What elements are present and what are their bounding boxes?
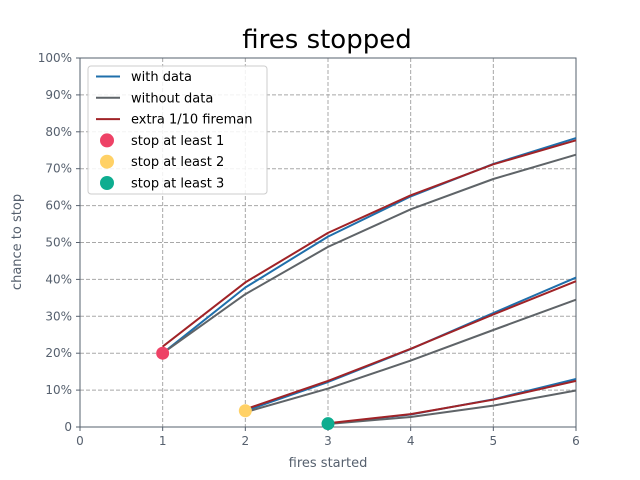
x-tick-label: 0 xyxy=(76,434,84,448)
series-line xyxy=(162,153,577,355)
series-line xyxy=(244,280,577,411)
x-axis-label: fires started xyxy=(289,456,368,471)
series-lines xyxy=(162,137,577,425)
data-marker xyxy=(238,404,252,418)
axes: 0 1 2 3 4 5 6 0 10% 20% 30% 40% 50% 60% 70% 80% 90% 100% xyxy=(38,51,580,448)
x-tick-label: 2 xyxy=(242,434,250,448)
legend-marker-swatch xyxy=(100,154,114,169)
y-tick-label: 40% xyxy=(45,272,72,286)
x-tick-label: 5 xyxy=(490,434,498,448)
series-line xyxy=(327,389,577,425)
y-axis-label: chance to stop xyxy=(10,194,25,290)
series-line xyxy=(162,139,577,348)
series-line xyxy=(245,298,577,414)
x-tick-label: 4 xyxy=(407,434,415,448)
legend-label: stop at least 2 xyxy=(131,155,224,170)
y-tick-label: 60% xyxy=(45,199,72,213)
y-tick-label: 100% xyxy=(38,51,72,65)
x-tick-label: 6 xyxy=(572,434,580,448)
legend-marker-swatch xyxy=(100,133,114,148)
data-markers xyxy=(156,346,335,431)
grid-lines xyxy=(80,58,576,427)
legend-label: extra 1/10 fireman xyxy=(131,113,252,128)
y-tick-label: 90% xyxy=(45,88,72,102)
x-tick-label: 3 xyxy=(324,434,332,448)
x-tick-label: 1 xyxy=(159,434,167,448)
y-tick-label: 20% xyxy=(45,346,72,360)
legend-marker-swatch xyxy=(100,176,114,190)
chart-title: fires stopped xyxy=(242,25,411,55)
legend-label: without data xyxy=(131,91,213,106)
y-tick-label: 10% xyxy=(45,383,72,397)
y-tick-label: 0 xyxy=(64,420,72,434)
y-tick-label: 70% xyxy=(45,162,72,176)
legend-label: stop at least 1 xyxy=(131,134,224,149)
series-line xyxy=(327,379,577,425)
data-marker xyxy=(156,346,170,360)
data-marker xyxy=(321,417,335,431)
legend-label: with data xyxy=(131,70,192,85)
y-tick-label: 50% xyxy=(45,236,72,250)
legend: with data without data extra 1/10 fireman s… xyxy=(87,65,268,195)
y-tick-label: 30% xyxy=(45,309,72,323)
legend-box xyxy=(87,65,268,195)
y-tick-label: 80% xyxy=(45,125,72,139)
legend-label: stop at least 3 xyxy=(131,177,224,192)
